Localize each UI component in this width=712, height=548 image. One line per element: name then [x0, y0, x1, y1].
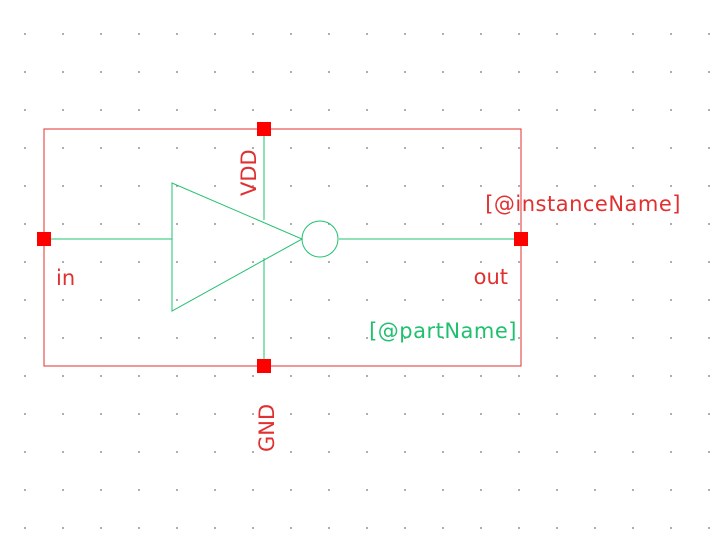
- pin-gnd-label: GND: [255, 404, 279, 452]
- pin-vdd-marker[interactable]: [257, 122, 271, 136]
- pin-in-marker[interactable]: [37, 232, 51, 246]
- pin-out-marker[interactable]: [514, 232, 528, 246]
- pin-out-label: out: [474, 265, 508, 289]
- inverter-triangle: [171, 182, 304, 312]
- pin-in-label: in: [56, 266, 75, 290]
- part-name-label: [@partName]: [369, 319, 517, 343]
- pin-gnd-marker[interactable]: [257, 359, 271, 373]
- instance-name-label: [@instanceName]: [485, 192, 681, 216]
- symbol-boundary: [43, 128, 522, 367]
- pin-vdd-label: VDD: [237, 149, 261, 196]
- inverter-bubble: [301, 220, 339, 258]
